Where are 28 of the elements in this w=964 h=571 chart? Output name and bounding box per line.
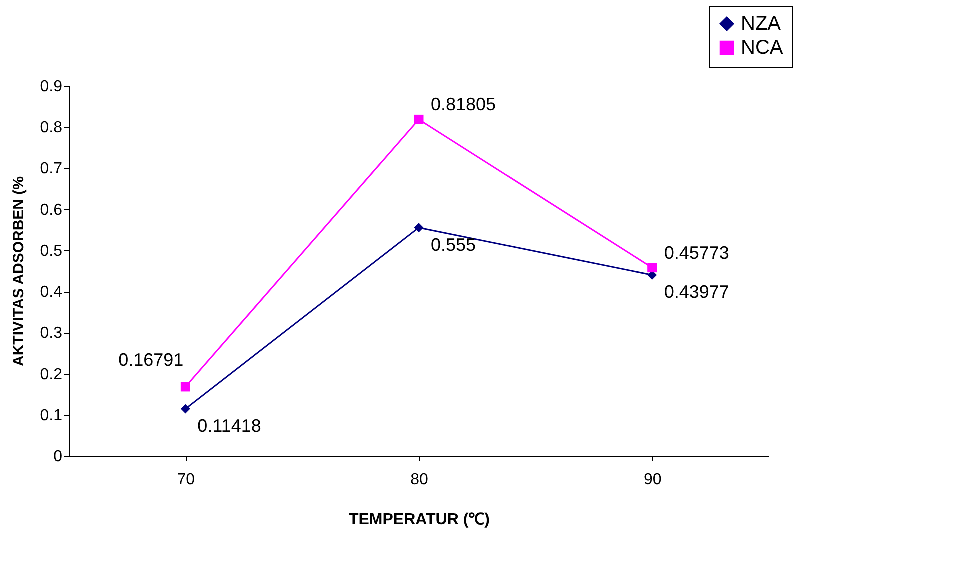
y-tick-label: 0.8 <box>40 120 63 137</box>
y-tick-label: 0 <box>54 448 63 466</box>
y-tick-label: 0.3 <box>40 325 63 342</box>
y-tick-label: 0.4 <box>40 284 63 302</box>
point <box>648 263 658 273</box>
y-tick-label: 0.1 <box>40 407 63 424</box>
point <box>414 114 424 124</box>
x-axis-title: TEMPERATUR (℃) <box>348 512 490 528</box>
y-tick-label: 0.7 <box>40 160 63 178</box>
x-tick-label: 70 <box>177 472 196 488</box>
y-tick-label: 0.9 <box>40 78 63 96</box>
y-tick-label: 0.2 <box>40 366 63 384</box>
data-label: 0.43977 <box>664 282 730 302</box>
data-label: 0.45773 <box>664 242 730 263</box>
y-tick-label: 0.6 <box>40 202 63 219</box>
legend-label: NZA <box>741 13 782 35</box>
point <box>180 382 190 392</box>
point <box>414 223 424 233</box>
point <box>180 404 190 414</box>
y-tick-label: 0.5 <box>40 242 63 260</box>
data-label: 0.16791 <box>118 350 184 370</box>
data-label: 0.11418 <box>198 416 262 436</box>
y-axis-title: AKTIVITAS ADSORBEN (% <box>10 176 28 367</box>
x-tick-label: 80 <box>410 472 428 488</box>
legend-label: NCA <box>741 37 784 59</box>
data-label: 0.555 <box>431 234 476 255</box>
x-tick-label: 90 <box>644 472 662 488</box>
data-label: 0.81805 <box>431 94 496 115</box>
